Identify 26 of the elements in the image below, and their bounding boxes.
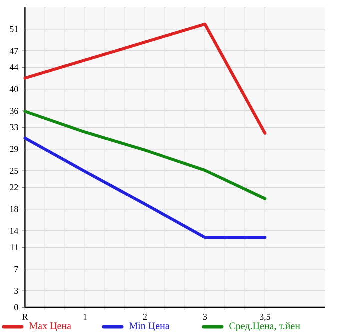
y-tick-label: 40	[10, 86, 18, 92]
x-tick-label: R	[22, 314, 28, 320]
y-tick-label: 11	[10, 244, 18, 250]
y-tick-label: 3	[14, 288, 18, 294]
y-tick-label: 33	[10, 124, 18, 130]
y-tick-label: 7	[14, 266, 18, 272]
y-tick-label: 44	[10, 64, 19, 70]
y-tick-label: 36	[10, 108, 18, 114]
y-tick-label: 14	[10, 228, 19, 234]
y-tick-label: 22	[10, 184, 18, 190]
line-series	[24, 136, 267, 240]
line-series	[24, 22, 267, 135]
x-tick-label: 2	[143, 314, 147, 320]
y-tick-label: 18	[10, 206, 18, 212]
x-tick-label: 3,5	[260, 314, 270, 322]
y-tick-label: 0	[14, 304, 18, 310]
x-tick-label: 3	[203, 314, 208, 320]
legend-label: Max Цена	[29, 322, 72, 332]
y-tick-label: 47	[10, 48, 18, 54]
line-series	[24, 110, 267, 200]
legend-label: Сред.Цена, т.йен	[230, 322, 300, 332]
y-tick-label: 25	[10, 168, 18, 174]
y-tick-label: 51	[10, 26, 18, 32]
legend-label: Min Цена	[129, 322, 170, 332]
x-tick-label: 1	[84, 314, 87, 320]
y-tick-label: 29	[10, 146, 18, 152]
